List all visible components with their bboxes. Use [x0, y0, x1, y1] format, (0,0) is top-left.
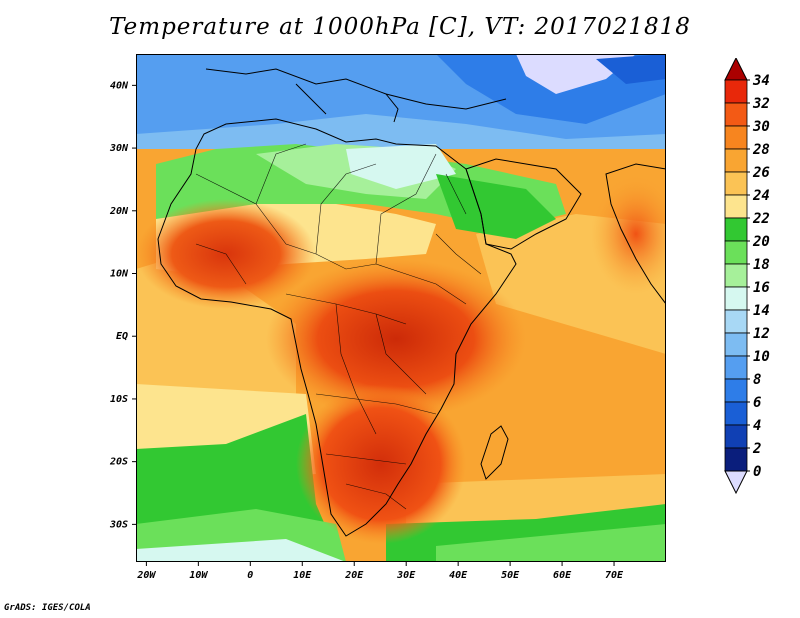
colorbar-label: 18 — [753, 257, 770, 273]
colorbar-swatch — [724, 194, 748, 219]
colorbar-label: 0 — [753, 464, 761, 480]
lat-tick-label: 40N — [110, 80, 129, 91]
colorbar-label: 26 — [752, 165, 770, 181]
lat-tick-label: 20S — [109, 457, 128, 468]
colorbar-swatch — [724, 125, 748, 150]
lat-tick-label: 30N — [109, 143, 129, 154]
colorbar-swatch — [724, 240, 748, 265]
country-borders — [195, 143, 482, 510]
lon-tick-label: 40E — [449, 570, 468, 581]
temperature-map — [136, 54, 666, 562]
colorbar-swatch — [724, 378, 748, 403]
lon-tick-label: 20E — [344, 570, 364, 581]
colorbar-swatch — [724, 263, 748, 288]
colorbar-swatch — [724, 148, 748, 173]
colorbar-swatch — [724, 171, 748, 196]
egypt-cyan — [346, 144, 456, 189]
colorbar-label: 4 — [753, 418, 761, 434]
lon-tick-label: 70E — [605, 570, 624, 581]
central-africa-hot — [266, 259, 526, 419]
map-border — [136, 54, 666, 562]
colorbar-swatch — [724, 309, 748, 334]
colorbar-label: 16 — [753, 280, 770, 296]
colorbar-label: 10 — [753, 349, 770, 365]
lat-tick-label: 10N — [110, 269, 129, 280]
map-title: Temperature at 1000hPa [C], VT: 20170218… — [109, 14, 691, 40]
colorbar-swatch — [724, 401, 748, 426]
north-navy — [596, 54, 666, 84]
lon-tick-label: 0 — [247, 570, 253, 581]
colorbar-top-arrow — [724, 58, 748, 81]
colorbar-swatch — [724, 102, 748, 127]
arabia-green — [436, 174, 556, 239]
colorbar-swatch — [724, 332, 748, 357]
coastline — [157, 68, 666, 537]
lat-tick-label: 10S — [110, 394, 128, 405]
india-hot — [591, 174, 666, 294]
colorbar-label: 12 — [753, 326, 770, 342]
colorbar-label: 2 — [752, 441, 761, 457]
colorbar-label: 24 — [752, 188, 770, 204]
colorbar-swatch — [724, 447, 748, 472]
colorbar-bottom-arrow — [724, 470, 748, 495]
colorbar-label: 8 — [753, 372, 761, 388]
southern-africa-hot — [296, 384, 466, 544]
lon-tick-label: 60E — [553, 570, 572, 581]
lon-tick-label: 20W — [136, 570, 156, 581]
colorbar-label: 28 — [752, 142, 770, 158]
lon-tick-label: 30E — [396, 570, 416, 581]
lon-tick-label: 50E — [501, 570, 520, 581]
colorbar-label: 14 — [753, 303, 770, 319]
lat-tick-label: EQ — [116, 331, 128, 342]
colorbar-label: 22 — [752, 211, 770, 227]
colorbar-swatch — [724, 79, 748, 104]
indian-ocean-south-lightgreen — [436, 524, 666, 562]
colorbar-swatch — [724, 286, 748, 311]
colorbar-label: 34 — [752, 73, 770, 89]
colorbar-label: 30 — [752, 119, 770, 135]
lon-tick-label: 10W — [189, 570, 208, 581]
colorbar-label: 20 — [752, 234, 770, 250]
colorbar-label: 6 — [753, 395, 761, 411]
colorbar-swatch — [724, 424, 748, 449]
colorbar-swatch — [724, 355, 748, 380]
lat-tick-label: 20N — [109, 206, 129, 217]
colorbar-swatch — [724, 217, 748, 242]
south-atlantic-cyan — [136, 539, 346, 562]
colorbar-label: 32 — [752, 96, 770, 112]
lat-tick-label: 30S — [109, 519, 128, 530]
lon-tick-label: 10E — [293, 570, 312, 581]
grads-credit: GrADS: IGES/COLA — [4, 603, 91, 613]
